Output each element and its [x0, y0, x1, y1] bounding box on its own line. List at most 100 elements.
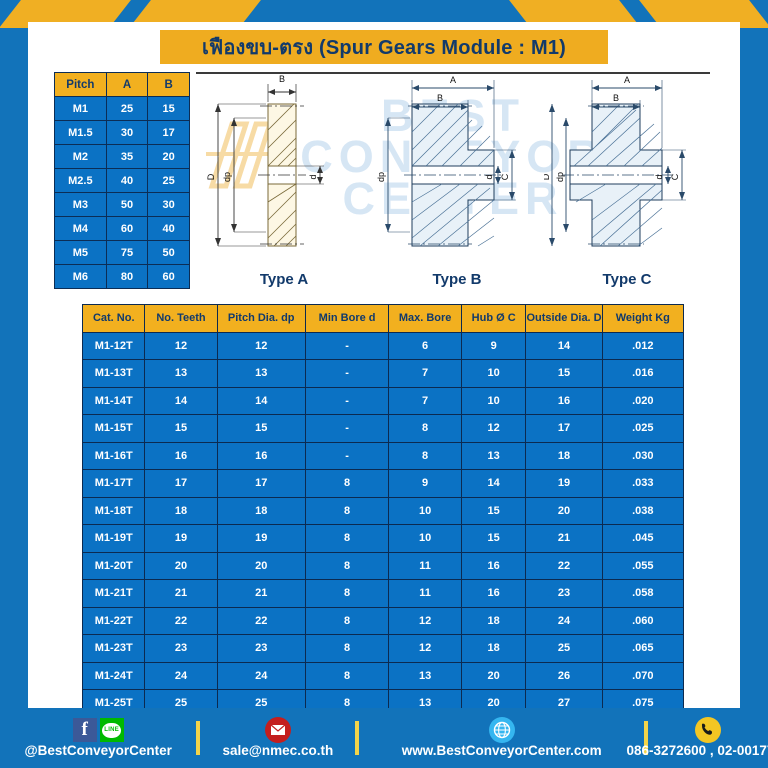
spec-cell: .012	[601, 331, 685, 360]
pitch-header-pitch: Pitch	[54, 72, 107, 97]
spec-cell: 13	[144, 359, 218, 388]
spec-cell: 13	[388, 661, 462, 690]
page-title: เฟืองขบ-ตรง (Spur Gears Module : M1)	[160, 30, 608, 64]
spec-cell: 15	[525, 359, 603, 388]
spec-cell: 8	[304, 634, 390, 663]
spec-cell: 20	[460, 661, 527, 690]
pitch-cell: 50	[147, 240, 190, 265]
globe-icon[interactable]	[488, 717, 515, 743]
pitch-cell: 30	[147, 192, 190, 217]
spec-cell: M1-21T	[81, 579, 146, 608]
spec-cell: 14	[216, 386, 306, 415]
footer-divider	[196, 721, 201, 755]
svg-text:d: d	[484, 174, 494, 179]
spec-cell: 22	[525, 551, 603, 580]
spec-cell: 19	[525, 469, 603, 498]
spec-cell: 10	[460, 359, 527, 388]
footer-social[interactable]: f LINE @BestConveyorCenter	[0, 708, 196, 768]
spec-cell: .060	[601, 606, 685, 635]
spec-cell: -	[304, 359, 390, 388]
diagram-panel: BEST CONVEYOR CENTER	[196, 72, 710, 292]
spec-cell: 22	[216, 606, 306, 635]
spec-cell: 22	[144, 606, 218, 635]
spec-cell: 11	[388, 579, 462, 608]
spec-cell: 12	[144, 331, 218, 360]
diagram-type-a: B D dp d Type A	[200, 74, 368, 292]
pitch-cell: 25	[147, 168, 190, 193]
spec-cell: .020	[601, 386, 685, 415]
pitch-cell: 80	[105, 264, 149, 289]
line-icon[interactable]: LINE	[99, 718, 124, 742]
spec-header-cell: Weight Kg	[601, 304, 685, 333]
spec-header-cell: No. Teeth	[144, 304, 218, 333]
pitch-table-row: M5 75 50	[54, 240, 190, 265]
pitch-cell: M2.5	[54, 168, 107, 193]
spec-cell: .055	[601, 551, 685, 580]
pitch-cell: 20	[147, 144, 190, 169]
spec-header-cell: Hub Ø C	[460, 304, 527, 333]
spec-cell: 18	[460, 606, 527, 635]
spec-cell: 15	[144, 414, 218, 443]
spec-cell: 17	[144, 469, 218, 498]
spec-cell: 16	[460, 579, 527, 608]
table-row: M1-12T 12 12-6 9 14.012	[81, 331, 685, 360]
spec-cell: 15	[216, 414, 306, 443]
spec-cell: 9	[388, 469, 462, 498]
table-row: M1-15T 15 15-8 12 17.025	[81, 414, 685, 443]
phone-icon[interactable]	[694, 717, 721, 743]
facebook-icon[interactable]: f	[72, 718, 97, 742]
footer-website[interactable]: www.BestConveyorCenter.com	[359, 708, 644, 768]
footer-email[interactable]: sale@nmec.co.th	[200, 708, 355, 768]
footer-phone-text: 086-3272600 , 02-0017766	[626, 743, 768, 758]
pitch-table-row: M2.5 40 25	[54, 168, 190, 193]
spec-cell: 23	[144, 634, 218, 663]
spec-cell: 14	[525, 331, 603, 360]
footer-divider	[355, 721, 360, 755]
svg-text:B: B	[437, 93, 443, 103]
pitch-cell: M5	[54, 240, 107, 265]
table-row: M1-23T 23 23 8 12 18 25.065	[81, 634, 685, 663]
spec-cell: 21	[525, 524, 603, 553]
spec-cell: 21	[216, 579, 306, 608]
spec-cell: 8	[304, 524, 390, 553]
spec-cell: 12	[388, 634, 462, 663]
pitch-table: Pitch A B M1 25 15 M1.5 30 17 M2 35 20 M2.5 40 25 M3…	[54, 72, 190, 289]
pitch-cell: 15	[147, 96, 190, 121]
pitch-cell: 50	[105, 192, 149, 217]
table-row: M1-21T 21 21 8 11 16 23.058	[81, 579, 685, 608]
spec-cell: 13	[216, 359, 306, 388]
pitch-header-b: B	[147, 72, 190, 97]
spec-header-cell: Cat. No.	[81, 304, 146, 333]
email-icon[interactable]	[264, 717, 291, 743]
spec-cell: 24	[144, 661, 218, 690]
footer-bar: f LINE @BestConveyorCenter sale@nmec.co.…	[0, 708, 768, 768]
spec-cell: -	[304, 331, 390, 360]
pitch-cell: 75	[105, 240, 149, 265]
pitch-cell: 25	[105, 96, 149, 121]
spec-cell: 20	[525, 496, 603, 525]
svg-text:B: B	[279, 74, 285, 84]
table-row: M1-14T 14 14-7 10 16.020	[81, 386, 685, 415]
spec-cell: 23	[216, 634, 306, 663]
footer-website-text: www.BestConveyorCenter.com	[401, 743, 602, 758]
pitch-table-row: M3 50 30	[54, 192, 190, 217]
table-row: M1-18T 18 18 8 10 15 20.038	[81, 496, 685, 525]
spec-cell: M1-20T	[81, 551, 146, 580]
pitch-cell: M1.5	[54, 120, 107, 145]
svg-text:d: d	[308, 174, 318, 179]
spec-cell: .058	[601, 579, 685, 608]
spec-cell: 17	[525, 414, 603, 443]
spec-cell: M1-17T	[81, 469, 146, 498]
type-a-label: Type A	[259, 271, 309, 288]
svg-text:B: B	[613, 93, 619, 103]
pitch-cell: 17	[147, 120, 190, 145]
footer-email-text: sale@nmec.co.th	[222, 743, 334, 758]
spec-cell: M1-16T	[81, 441, 146, 470]
footer-phone[interactable]: 086-3272600 , 02-0017766	[627, 708, 768, 768]
spec-cell: 8	[388, 441, 462, 470]
table-row: M1-16T 16 16-8 13 18.030	[81, 441, 685, 470]
pitch-cell: 30	[105, 120, 149, 145]
spec-cell: 20	[216, 551, 306, 580]
pitch-cell: M4	[54, 216, 107, 241]
spec-cell: 18	[460, 634, 527, 663]
